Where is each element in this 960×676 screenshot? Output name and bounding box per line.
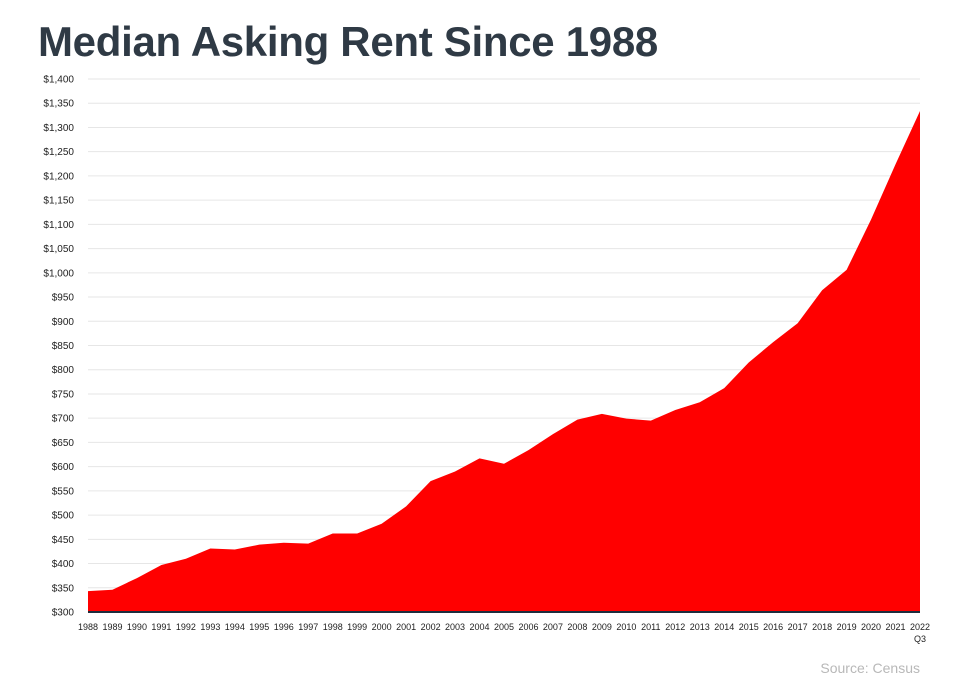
x-tick-label: 1989: [102, 622, 122, 632]
x-tick-label: 1992: [176, 622, 196, 632]
x-tick-label: 1993: [200, 622, 220, 632]
x-tick-label: 2003: [445, 622, 465, 632]
x-tick-label: 1996: [274, 622, 294, 632]
y-tick-label: $300: [52, 608, 75, 619]
y-tick-label: $650: [52, 438, 75, 449]
y-tick-label: $1,300: [43, 123, 74, 134]
series-area: [88, 110, 920, 612]
x-tick-label: 2005: [494, 622, 514, 632]
y-tick-label: $1,400: [43, 75, 74, 86]
y-tick-label: $350: [52, 583, 75, 594]
x-tick-label: 2017: [788, 622, 808, 632]
y-tick-label: $550: [52, 486, 75, 497]
y-tick-label: $1,000: [43, 268, 74, 279]
x-tick-label: 2018: [812, 622, 832, 632]
x-tick-label: 2016: [763, 622, 783, 632]
y-tick-label: $1,350: [43, 99, 74, 110]
chart-title: Median Asking Rent Since 1988: [38, 18, 658, 65]
y-tick-label: $1,200: [43, 171, 74, 182]
x-tick-label: 1995: [249, 622, 269, 632]
y-tick-label: $600: [52, 462, 75, 473]
y-tick-label: $850: [52, 341, 75, 352]
x-tick-label: 2014: [714, 622, 734, 632]
y-tick-label: $1,250: [43, 147, 74, 158]
x-tick-label: 2000: [372, 622, 392, 632]
y-tick-label: $450: [52, 535, 75, 546]
x-tick-label: 1998: [323, 622, 343, 632]
source-note: Source: Census: [820, 660, 920, 676]
y-tick-label: $1,100: [43, 220, 74, 231]
x-tick-label: 2009: [592, 622, 612, 632]
y-tick-label: $400: [52, 559, 75, 570]
x-tick-label: 2020: [861, 622, 881, 632]
y-tick-label: $700: [52, 414, 75, 425]
x-tick-label: 2015: [739, 622, 759, 632]
y-tick-label: $1,050: [43, 244, 74, 255]
y-tick-label: $1,150: [43, 196, 74, 207]
y-axis-labels: $300 $350 $400 $450 $500 $550 $600 $650 $700 $750…: [43, 75, 74, 619]
x-tick-label: 2010: [616, 622, 636, 632]
x-tick-label: 1990: [127, 622, 147, 632]
x-tick-label: 2004: [470, 622, 490, 632]
x-tick-label: 2013: [690, 622, 710, 632]
x-tick-label: 2011: [641, 622, 660, 632]
x-tick-label: 2021: [886, 622, 906, 632]
x-tick-label: 2006: [518, 622, 538, 632]
y-tick-label: $500: [52, 511, 75, 522]
x-tick-label: 2012: [665, 622, 685, 632]
x-tick-sublabel: Q3: [914, 634, 926, 644]
x-tick-label: 1994: [225, 622, 245, 632]
y-tick-label: $750: [52, 389, 75, 400]
x-tick-label: 2007: [543, 622, 563, 632]
y-tick-label: $950: [52, 293, 75, 304]
rent-area-series: [88, 110, 920, 613]
x-tick-label: 1997: [298, 622, 318, 632]
x-tick-label: 1988: [78, 622, 98, 632]
x-tick-label: 2008: [567, 622, 587, 632]
x-tick-label: 2002: [421, 622, 441, 632]
y-tick-label: $900: [52, 317, 75, 328]
x-tick-label: 2019: [837, 622, 857, 632]
x-tick-label: 2022: [910, 622, 930, 632]
x-tick-label: 1991: [151, 622, 171, 632]
x-tick-label: 1999: [347, 622, 367, 632]
y-tick-label: $800: [52, 365, 75, 376]
x-axis-labels: 1988 1989 1990 1991 1992 1993 1994 1995 1996 1997…: [78, 622, 930, 644]
x-tick-label: 2001: [396, 622, 416, 632]
